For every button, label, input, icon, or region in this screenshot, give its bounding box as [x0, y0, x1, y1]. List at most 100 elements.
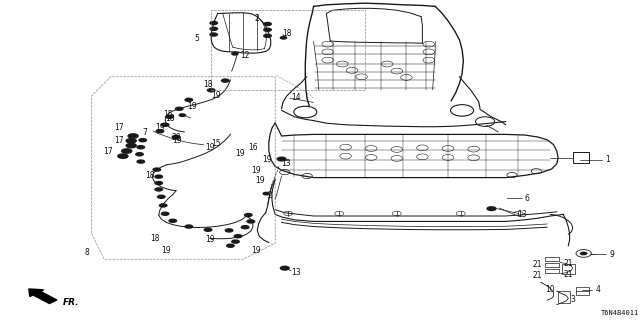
Text: 19: 19 — [205, 235, 214, 244]
Text: 18: 18 — [145, 172, 154, 180]
Text: 18: 18 — [150, 234, 159, 243]
Circle shape — [207, 88, 216, 92]
Circle shape — [280, 266, 290, 271]
Circle shape — [486, 206, 497, 211]
Text: 19: 19 — [211, 92, 221, 100]
Circle shape — [154, 174, 163, 179]
Circle shape — [221, 78, 230, 83]
Text: FR.: FR. — [63, 298, 79, 307]
Bar — [573, 152, 589, 163]
Circle shape — [226, 244, 235, 248]
Circle shape — [157, 195, 166, 199]
Circle shape — [209, 32, 218, 37]
Circle shape — [136, 159, 145, 164]
Circle shape — [165, 115, 174, 119]
Circle shape — [244, 213, 253, 217]
Circle shape — [231, 239, 240, 244]
Text: 4: 4 — [595, 285, 600, 294]
Text: 21: 21 — [532, 260, 542, 269]
Text: 19: 19 — [161, 246, 171, 255]
Text: 19: 19 — [255, 176, 264, 185]
Circle shape — [127, 133, 139, 139]
Text: 19: 19 — [156, 124, 165, 132]
Bar — [545, 257, 559, 261]
Text: 19: 19 — [172, 136, 182, 145]
Circle shape — [241, 225, 250, 229]
Text: 19: 19 — [251, 246, 260, 255]
Circle shape — [276, 156, 287, 162]
Bar — [545, 263, 559, 267]
Text: 2: 2 — [268, 191, 272, 200]
Circle shape — [184, 224, 193, 229]
Text: 17: 17 — [114, 124, 124, 132]
Text: 8: 8 — [85, 248, 90, 257]
Circle shape — [154, 181, 163, 185]
Circle shape — [125, 143, 137, 148]
Circle shape — [263, 22, 272, 26]
Circle shape — [138, 138, 147, 142]
Circle shape — [152, 167, 161, 172]
Text: 14: 14 — [291, 93, 301, 102]
Text: 21: 21 — [532, 271, 542, 280]
Circle shape — [234, 234, 243, 238]
Text: 17: 17 — [103, 147, 113, 156]
Bar — [562, 264, 575, 274]
Circle shape — [263, 28, 272, 32]
Circle shape — [280, 36, 287, 40]
Bar — [545, 269, 559, 273]
Bar — [558, 291, 570, 303]
Circle shape — [172, 135, 180, 139]
Text: 13: 13 — [291, 268, 301, 277]
Text: 21: 21 — [563, 270, 573, 279]
Text: 20: 20 — [172, 133, 181, 142]
Circle shape — [135, 152, 144, 156]
Bar — [576, 287, 589, 295]
Text: 19: 19 — [188, 102, 197, 111]
Text: 19: 19 — [205, 143, 215, 152]
Text: 13: 13 — [517, 210, 527, 219]
Circle shape — [156, 129, 164, 133]
Text: T6N4B4011: T6N4B4011 — [600, 310, 639, 316]
Circle shape — [231, 52, 239, 56]
Text: 12: 12 — [240, 52, 250, 60]
Circle shape — [204, 228, 212, 232]
Text: 19: 19 — [252, 166, 261, 175]
Circle shape — [161, 212, 170, 216]
Circle shape — [262, 192, 270, 196]
Text: 18: 18 — [204, 80, 213, 89]
Circle shape — [209, 27, 218, 31]
Circle shape — [154, 187, 163, 192]
Circle shape — [161, 123, 170, 127]
Circle shape — [136, 145, 145, 149]
Text: 7: 7 — [142, 128, 147, 137]
Circle shape — [179, 113, 186, 117]
FancyArrow shape — [29, 289, 57, 304]
Circle shape — [121, 148, 132, 154]
Text: 6: 6 — [525, 194, 530, 203]
Circle shape — [175, 107, 184, 111]
Circle shape — [159, 203, 168, 208]
Text: 19: 19 — [236, 149, 245, 158]
Text: 18: 18 — [165, 114, 175, 123]
Text: 3: 3 — [570, 295, 575, 304]
Text: 5: 5 — [195, 34, 200, 43]
Text: 18: 18 — [282, 29, 292, 38]
Text: 19: 19 — [262, 155, 272, 164]
Text: 16: 16 — [248, 143, 258, 152]
Circle shape — [125, 138, 137, 144]
Text: 9: 9 — [609, 250, 614, 259]
Text: 1: 1 — [605, 156, 609, 164]
Text: 15: 15 — [163, 110, 173, 119]
Text: 15: 15 — [211, 140, 221, 148]
Circle shape — [209, 21, 218, 25]
Circle shape — [580, 252, 588, 255]
Text: 2: 2 — [254, 14, 259, 23]
Text: 13: 13 — [282, 159, 291, 168]
Circle shape — [117, 153, 129, 159]
Circle shape — [225, 228, 234, 233]
Text: 21: 21 — [563, 259, 573, 268]
Text: 17: 17 — [114, 136, 124, 145]
Text: 10: 10 — [545, 285, 556, 294]
Circle shape — [168, 219, 177, 223]
Circle shape — [246, 219, 255, 224]
